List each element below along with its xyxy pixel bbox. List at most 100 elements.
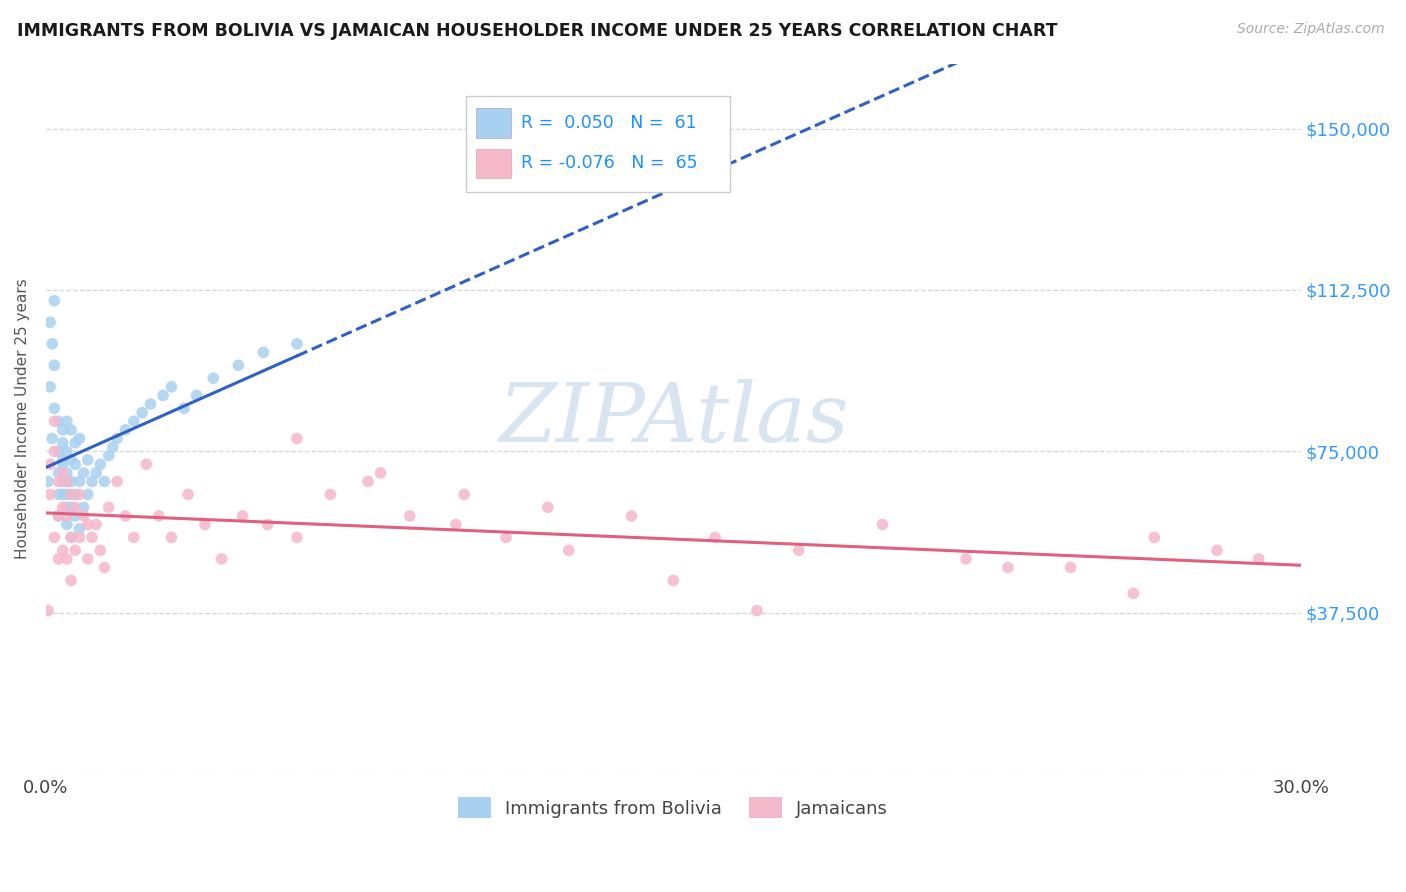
Point <box>67 531 90 545</box>
Point <box>152 388 174 402</box>
Point <box>39 487 62 501</box>
Point <box>202 371 225 385</box>
Point <box>52 543 75 558</box>
Legend: Immigrants from Bolivia, Jamaicans: Immigrants from Bolivia, Jamaicans <box>451 790 896 825</box>
Point <box>48 475 70 489</box>
Point <box>56 500 79 515</box>
Point <box>60 423 83 437</box>
Point <box>97 449 120 463</box>
Point <box>76 517 98 532</box>
Point <box>56 444 79 458</box>
Text: IMMIGRANTS FROM BOLIVIA VS JAMAICAN HOUSEHOLDER INCOME UNDER 25 YEARS CORRELATIO: IMMIGRANTS FROM BOLIVIA VS JAMAICAN HOUS… <box>17 22 1057 40</box>
Point <box>80 475 103 489</box>
Point <box>67 432 90 446</box>
Y-axis label: Householder Income Under 25 years: Householder Income Under 25 years <box>15 278 30 559</box>
Point <box>997 560 1019 574</box>
Point <box>93 560 115 574</box>
Point <box>444 517 467 532</box>
Point <box>44 293 66 308</box>
Point <box>72 500 94 515</box>
FancyBboxPatch shape <box>477 149 512 178</box>
Point <box>41 336 63 351</box>
Point <box>60 475 83 489</box>
Point <box>37 604 59 618</box>
Point <box>76 487 98 501</box>
Point <box>52 457 75 471</box>
Point <box>285 336 308 351</box>
Point <box>122 531 145 545</box>
Point <box>52 453 75 467</box>
Point <box>48 414 70 428</box>
Point <box>97 500 120 515</box>
Point <box>84 517 107 532</box>
Point <box>114 423 136 437</box>
Point <box>1206 543 1229 558</box>
Point <box>1247 552 1270 566</box>
Point <box>48 487 70 501</box>
Point <box>48 508 70 523</box>
Point <box>114 508 136 523</box>
Point <box>48 552 70 566</box>
Point <box>39 315 62 329</box>
Point <box>60 453 83 467</box>
Point <box>72 508 94 523</box>
Text: Source: ZipAtlas.com: Source: ZipAtlas.com <box>1237 22 1385 37</box>
Point <box>60 500 83 515</box>
Point <box>44 531 66 545</box>
Point <box>89 543 111 558</box>
Point <box>65 500 87 515</box>
Point <box>60 487 83 501</box>
Point <box>186 388 208 402</box>
Point <box>67 487 90 501</box>
Point <box>537 500 560 515</box>
Point <box>955 552 977 566</box>
Point <box>1059 560 1081 574</box>
Point <box>177 487 200 501</box>
Point <box>662 574 685 588</box>
Point <box>39 380 62 394</box>
Point <box>93 475 115 489</box>
Point <box>67 522 90 536</box>
Point <box>48 508 70 523</box>
Point <box>65 487 87 501</box>
Text: R =  0.050   N =  61: R = 0.050 N = 61 <box>522 114 697 132</box>
Point <box>76 552 98 566</box>
Point <box>105 432 128 446</box>
Point <box>56 466 79 480</box>
Point <box>60 531 83 545</box>
Point <box>56 475 79 489</box>
Point <box>48 444 70 458</box>
Point <box>704 531 727 545</box>
Point <box>56 508 79 523</box>
Point <box>398 508 420 523</box>
FancyBboxPatch shape <box>477 108 512 138</box>
Point <box>76 453 98 467</box>
Point <box>285 531 308 545</box>
Point <box>39 457 62 471</box>
Point <box>72 466 94 480</box>
Point <box>48 466 70 480</box>
Point <box>84 466 107 480</box>
Point <box>52 466 75 480</box>
Point <box>44 414 66 428</box>
Point <box>67 475 90 489</box>
Point <box>453 487 475 501</box>
Point <box>357 475 380 489</box>
Point <box>56 475 79 489</box>
Point <box>1122 586 1144 600</box>
Point <box>52 435 75 450</box>
Point <box>37 475 59 489</box>
Point <box>60 574 83 588</box>
Point <box>65 435 87 450</box>
Point <box>56 414 79 428</box>
Point <box>105 475 128 489</box>
Text: ZIPAtlas: ZIPAtlas <box>498 379 849 459</box>
Point <box>44 359 66 373</box>
Point <box>1143 531 1166 545</box>
Point <box>65 457 87 471</box>
Point <box>122 414 145 428</box>
Point <box>56 552 79 566</box>
Point <box>194 517 217 532</box>
Point <box>370 466 392 480</box>
Point <box>56 517 79 532</box>
